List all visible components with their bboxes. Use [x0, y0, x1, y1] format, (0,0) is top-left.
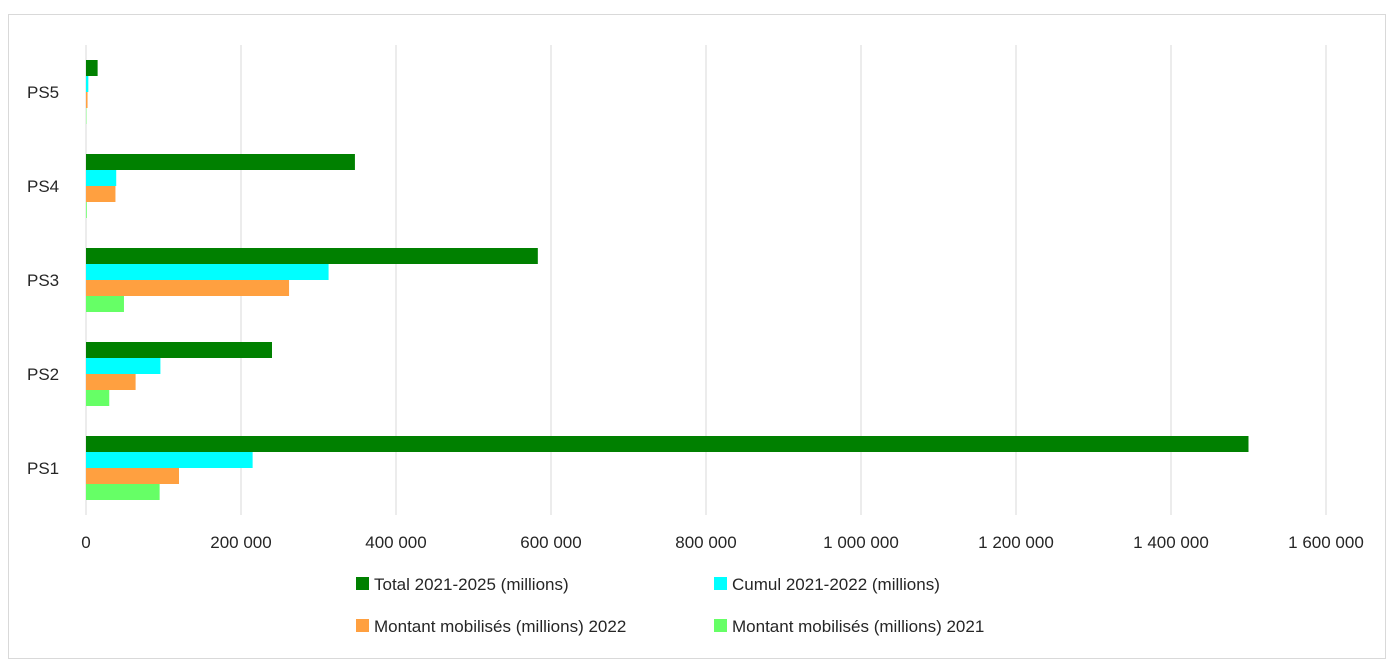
- bar: [86, 154, 355, 170]
- x-tick-label: 800 000: [675, 533, 736, 552]
- bar: [86, 280, 290, 296]
- x-tick-label: 400 000: [365, 533, 426, 552]
- x-tick-label: 1 400 000: [1133, 533, 1209, 552]
- category-label: PS2: [27, 365, 59, 384]
- bar: [86, 248, 538, 264]
- legend-label: Total 2021-2025 (millions): [374, 575, 569, 594]
- bar: [86, 436, 1249, 452]
- category-labels: PS1 PS2 PS3 PS4 PS5: [27, 83, 59, 478]
- x-tick-label: 1 000 000: [823, 533, 899, 552]
- x-tick-label: 1 600 000: [1288, 533, 1364, 552]
- legend-label: Montant mobilisés (millions) 2022: [374, 617, 626, 636]
- chart-frame: [8, 14, 1386, 659]
- legend-label: Cumul 2021-2022 (millions): [732, 575, 940, 594]
- bar: [86, 202, 87, 218]
- x-tick-label: 1 200 000: [978, 533, 1054, 552]
- legend-swatch: [714, 577, 727, 590]
- legend-swatch: [356, 577, 369, 590]
- bar: [86, 390, 110, 406]
- bar: [86, 484, 160, 500]
- bar: [86, 92, 88, 108]
- bar: [86, 264, 329, 280]
- bar: [86, 60, 98, 76]
- legend-label: Montant mobilisés (millions) 2021: [732, 617, 984, 636]
- bar: [86, 374, 136, 390]
- x-tick-label: 600 000: [520, 533, 581, 552]
- bar: [86, 186, 116, 202]
- category-label: PS3: [27, 271, 59, 290]
- bars: [86, 60, 1249, 500]
- legend: Total 2021-2025 (millions) Cumul 2021-202…: [356, 575, 984, 636]
- bar: [86, 358, 161, 374]
- bar: [86, 76, 89, 92]
- x-axis-tick-labels: 0 200 000 400 000 600 000 800 000 1 000 000 1 …: [81, 533, 1364, 552]
- bar: [86, 468, 179, 484]
- legend-swatch: [714, 619, 727, 632]
- bar: [86, 452, 253, 468]
- x-tick-label: 200 000: [210, 533, 271, 552]
- category-label: PS5: [27, 83, 59, 102]
- x-tick-label: 0: [81, 533, 90, 552]
- bar: [86, 296, 124, 312]
- category-label: PS1: [27, 459, 59, 478]
- bar: [86, 170, 117, 186]
- category-label: PS4: [27, 177, 59, 196]
- legend-swatch: [356, 619, 369, 632]
- bar: [86, 342, 272, 358]
